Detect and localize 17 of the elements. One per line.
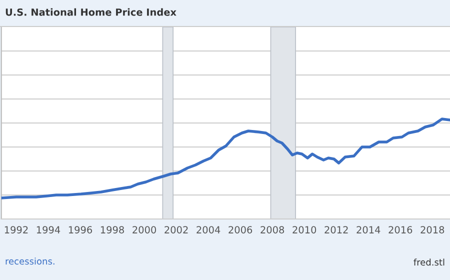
x-tick-label: 2018 — [420, 226, 444, 234]
x-tick-label: 1992 — [4, 226, 28, 234]
x-tick-label: 2010 — [292, 226, 316, 234]
x-tick-label: 2004 — [196, 226, 220, 234]
x-tick-label: 1996 — [68, 226, 92, 234]
x-tick-label: 2002 — [164, 226, 188, 234]
x-tick-label: 1994 — [36, 226, 60, 234]
x-tick-label: 2016 — [388, 226, 412, 234]
chart-title: U.S. National Home Price Index — [6, 8, 176, 16]
x-tick-label: 2006 — [228, 226, 252, 234]
x-tick-label: 2000 — [132, 226, 156, 234]
text: recessions. — [6, 258, 54, 265]
x-tick-label: 2012 — [324, 226, 348, 234]
x-tick-label: 1998 — [100, 226, 124, 234]
x-tick-label: 2008 — [260, 226, 284, 234]
text: fred.stl — [414, 258, 444, 266]
x-tick-label: 2014 — [356, 226, 380, 234]
